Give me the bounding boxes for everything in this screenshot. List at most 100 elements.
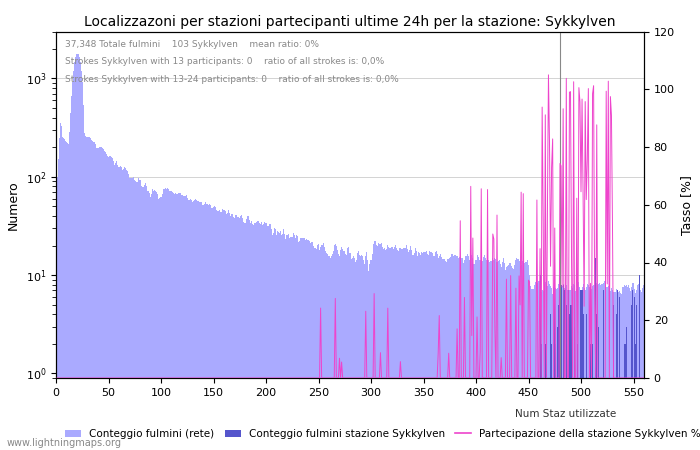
Bar xyxy=(522,261,523,450)
Bar xyxy=(111,157,112,450)
Bar xyxy=(202,205,204,450)
Bar xyxy=(521,266,522,450)
Bar xyxy=(529,275,530,450)
Partecipazione della stazione Sykkylven % xyxy=(466,375,474,381)
Bar xyxy=(517,259,519,450)
Bar xyxy=(337,250,338,450)
Bar xyxy=(93,141,95,450)
Bar xyxy=(211,208,212,450)
Bar xyxy=(106,153,107,450)
Bar xyxy=(313,246,314,450)
Bar xyxy=(172,192,173,450)
Bar xyxy=(130,178,131,450)
Bar xyxy=(91,140,92,450)
Bar xyxy=(355,262,356,450)
Bar xyxy=(363,260,364,450)
Bar xyxy=(359,255,360,450)
Bar xyxy=(438,257,439,450)
Bar xyxy=(286,235,288,450)
Bar xyxy=(139,180,141,450)
Bar xyxy=(334,245,335,450)
Bar xyxy=(487,256,488,450)
Bar xyxy=(622,287,624,450)
Bar xyxy=(473,264,475,450)
Bar xyxy=(525,262,526,450)
Bar xyxy=(545,282,546,450)
Bar xyxy=(479,260,480,450)
Bar xyxy=(407,249,408,450)
Bar xyxy=(233,217,234,450)
Bar xyxy=(154,190,155,450)
Bar xyxy=(489,262,490,450)
Bar xyxy=(347,248,349,450)
Bar xyxy=(629,288,630,450)
Bar xyxy=(204,202,206,450)
Bar xyxy=(557,327,559,450)
Bar xyxy=(225,214,227,450)
Bar xyxy=(400,248,401,450)
Bar xyxy=(69,132,70,450)
Bar xyxy=(594,285,595,450)
Bar xyxy=(192,202,193,450)
Bar xyxy=(387,245,388,450)
Bar xyxy=(86,137,87,450)
Bar xyxy=(258,221,259,450)
Bar xyxy=(570,290,571,450)
Bar xyxy=(567,290,568,450)
Bar xyxy=(112,158,113,450)
Bar xyxy=(586,287,587,450)
Bar xyxy=(99,147,101,450)
Bar xyxy=(365,256,366,450)
Bar xyxy=(385,250,386,450)
Text: Strokes Sykkylven with 13-24 participants: 0    ratio of all strokes is: 0,0%: Strokes Sykkylven with 13-24 participant… xyxy=(65,75,398,84)
Bar xyxy=(635,293,636,450)
Partecipazione della stazione Sykkylven % xyxy=(545,72,553,77)
Bar xyxy=(311,243,312,450)
Bar xyxy=(302,238,303,450)
Bar xyxy=(173,193,174,450)
Bar xyxy=(305,240,307,450)
Bar xyxy=(574,327,575,450)
Bar xyxy=(632,283,633,450)
Bar xyxy=(360,256,361,450)
Bar xyxy=(241,216,242,450)
Bar xyxy=(574,285,575,450)
Bar xyxy=(294,235,295,450)
Bar xyxy=(80,71,82,450)
Bar xyxy=(431,252,433,450)
Bar xyxy=(228,210,229,450)
Bar xyxy=(435,251,437,450)
Bar xyxy=(145,183,146,450)
Bar xyxy=(447,259,448,450)
Bar xyxy=(610,291,611,450)
Bar xyxy=(295,238,296,450)
Bar xyxy=(339,256,340,450)
Bar xyxy=(290,237,292,450)
Bar xyxy=(637,285,638,450)
Bar xyxy=(570,305,571,450)
Bar xyxy=(316,249,317,450)
Bar xyxy=(598,284,599,450)
Bar xyxy=(87,137,88,450)
Bar xyxy=(380,243,381,450)
Bar xyxy=(531,288,532,450)
Bar xyxy=(113,161,114,450)
Bar xyxy=(299,241,300,450)
Bar xyxy=(167,188,168,450)
Bar xyxy=(465,256,466,450)
Bar xyxy=(368,271,370,450)
Bar xyxy=(95,144,97,450)
Bar xyxy=(460,257,461,450)
Bar xyxy=(227,213,228,450)
Bar xyxy=(424,252,425,450)
Bar xyxy=(300,238,301,450)
Text: Num Staz utilizzate: Num Staz utilizzate xyxy=(514,409,616,419)
Bar xyxy=(444,259,445,450)
Bar xyxy=(67,143,68,450)
Bar xyxy=(146,186,147,450)
Bar xyxy=(608,286,609,450)
Bar xyxy=(609,293,610,450)
Bar xyxy=(162,189,164,450)
Bar xyxy=(555,344,556,450)
Bar xyxy=(448,259,449,450)
